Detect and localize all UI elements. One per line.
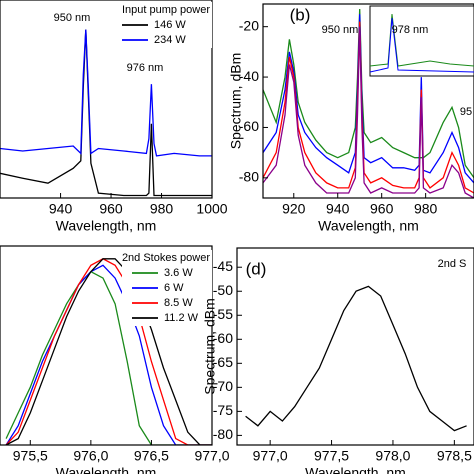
legend-title: 2nd Stokes power xyxy=(122,252,210,264)
legend-label: 11.2 W xyxy=(164,312,199,324)
plot-area xyxy=(0,29,212,197)
x-axis-label: Wavelength, nm xyxy=(56,218,157,234)
spectrum-line xyxy=(5,270,212,445)
spectrum-line xyxy=(5,258,212,445)
x-tick-label: 977,5 xyxy=(314,448,349,464)
x-tick-label: 920 xyxy=(282,201,306,217)
y-tick-label: -40 xyxy=(239,68,259,84)
x-axis-label: Wavelength, nm xyxy=(56,465,157,474)
y-tick-label: -55 xyxy=(213,306,233,322)
plot-frame xyxy=(262,3,474,199)
plot-frame xyxy=(0,245,213,446)
y-axis-label: Spectrum, dBm xyxy=(228,53,244,149)
x-tick-label: 976,5 xyxy=(134,448,169,464)
inset-curve xyxy=(369,17,474,73)
x-tick-label: 980 xyxy=(150,201,174,217)
spectrum-line xyxy=(5,258,212,445)
x-tick-label: 980 xyxy=(414,201,438,217)
legend-label: 234 W xyxy=(154,34,186,46)
y-tick-label: -50 xyxy=(213,282,233,298)
x-tick-label: 975,5 xyxy=(13,448,48,464)
plot-area xyxy=(263,8,474,198)
panel-label: (b) xyxy=(290,5,311,24)
legend-label: 3.6 W xyxy=(164,267,193,279)
y-axis-label: Spectrum, dBm xyxy=(202,298,218,394)
x-axis-label: Wavelength, nm xyxy=(318,218,419,234)
spectrum-line xyxy=(5,264,212,445)
plot-frame xyxy=(0,0,213,199)
legend-label: 146 W xyxy=(154,19,186,31)
spectrum-line xyxy=(245,285,467,432)
legend-label: 8.5 W xyxy=(164,297,193,309)
y-tick-label: -80 xyxy=(213,426,233,442)
y-tick-label: -60 xyxy=(239,118,259,134)
annotation: 978 nm xyxy=(392,24,429,36)
spectrum-line xyxy=(263,8,474,179)
annotation: 976 nm xyxy=(127,62,164,74)
x-tick-label: 977,0 xyxy=(253,448,288,464)
y-tick-label: -80 xyxy=(239,169,259,185)
spectrum-line xyxy=(0,29,212,157)
plot-area xyxy=(245,285,467,432)
legend-title: Input pump power xyxy=(122,4,210,16)
y-tick-label: -75 xyxy=(213,402,233,418)
annotation: 950 nm xyxy=(322,24,359,36)
annotation: 2nd S xyxy=(438,258,467,270)
spectrum-line xyxy=(263,26,474,198)
y-tick-label: -20 xyxy=(239,17,259,33)
x-tick-label: 1000 xyxy=(196,201,227,217)
inset-frame xyxy=(369,5,474,77)
legend-label: 6 W xyxy=(164,282,184,294)
x-tick-label: 960 xyxy=(370,201,394,217)
x-axis-label: Wavelength, nm xyxy=(305,465,406,474)
annotation: 950 nm xyxy=(54,12,91,24)
x-tick-label: 976,0 xyxy=(73,448,108,464)
y-tick-label: -45 xyxy=(213,258,233,274)
plot-area xyxy=(5,258,212,445)
x-tick-label: 978,0 xyxy=(375,448,410,464)
x-tick-label: 977,0 xyxy=(194,448,229,464)
x-tick-label: 960 xyxy=(99,201,123,217)
y-tick-label: -70 xyxy=(213,378,233,394)
spectrum-line xyxy=(0,29,212,197)
plot-frame xyxy=(236,247,474,446)
panel-label: (d) xyxy=(246,259,267,278)
annotation: 95 xyxy=(460,106,472,118)
x-tick-label: 978,5 xyxy=(437,448,472,464)
x-tick-label: 940 xyxy=(326,201,350,217)
y-tick-label: -60 xyxy=(213,330,233,346)
x-tick-label: 940 xyxy=(49,201,73,217)
y-tick-label: -65 xyxy=(213,354,233,370)
